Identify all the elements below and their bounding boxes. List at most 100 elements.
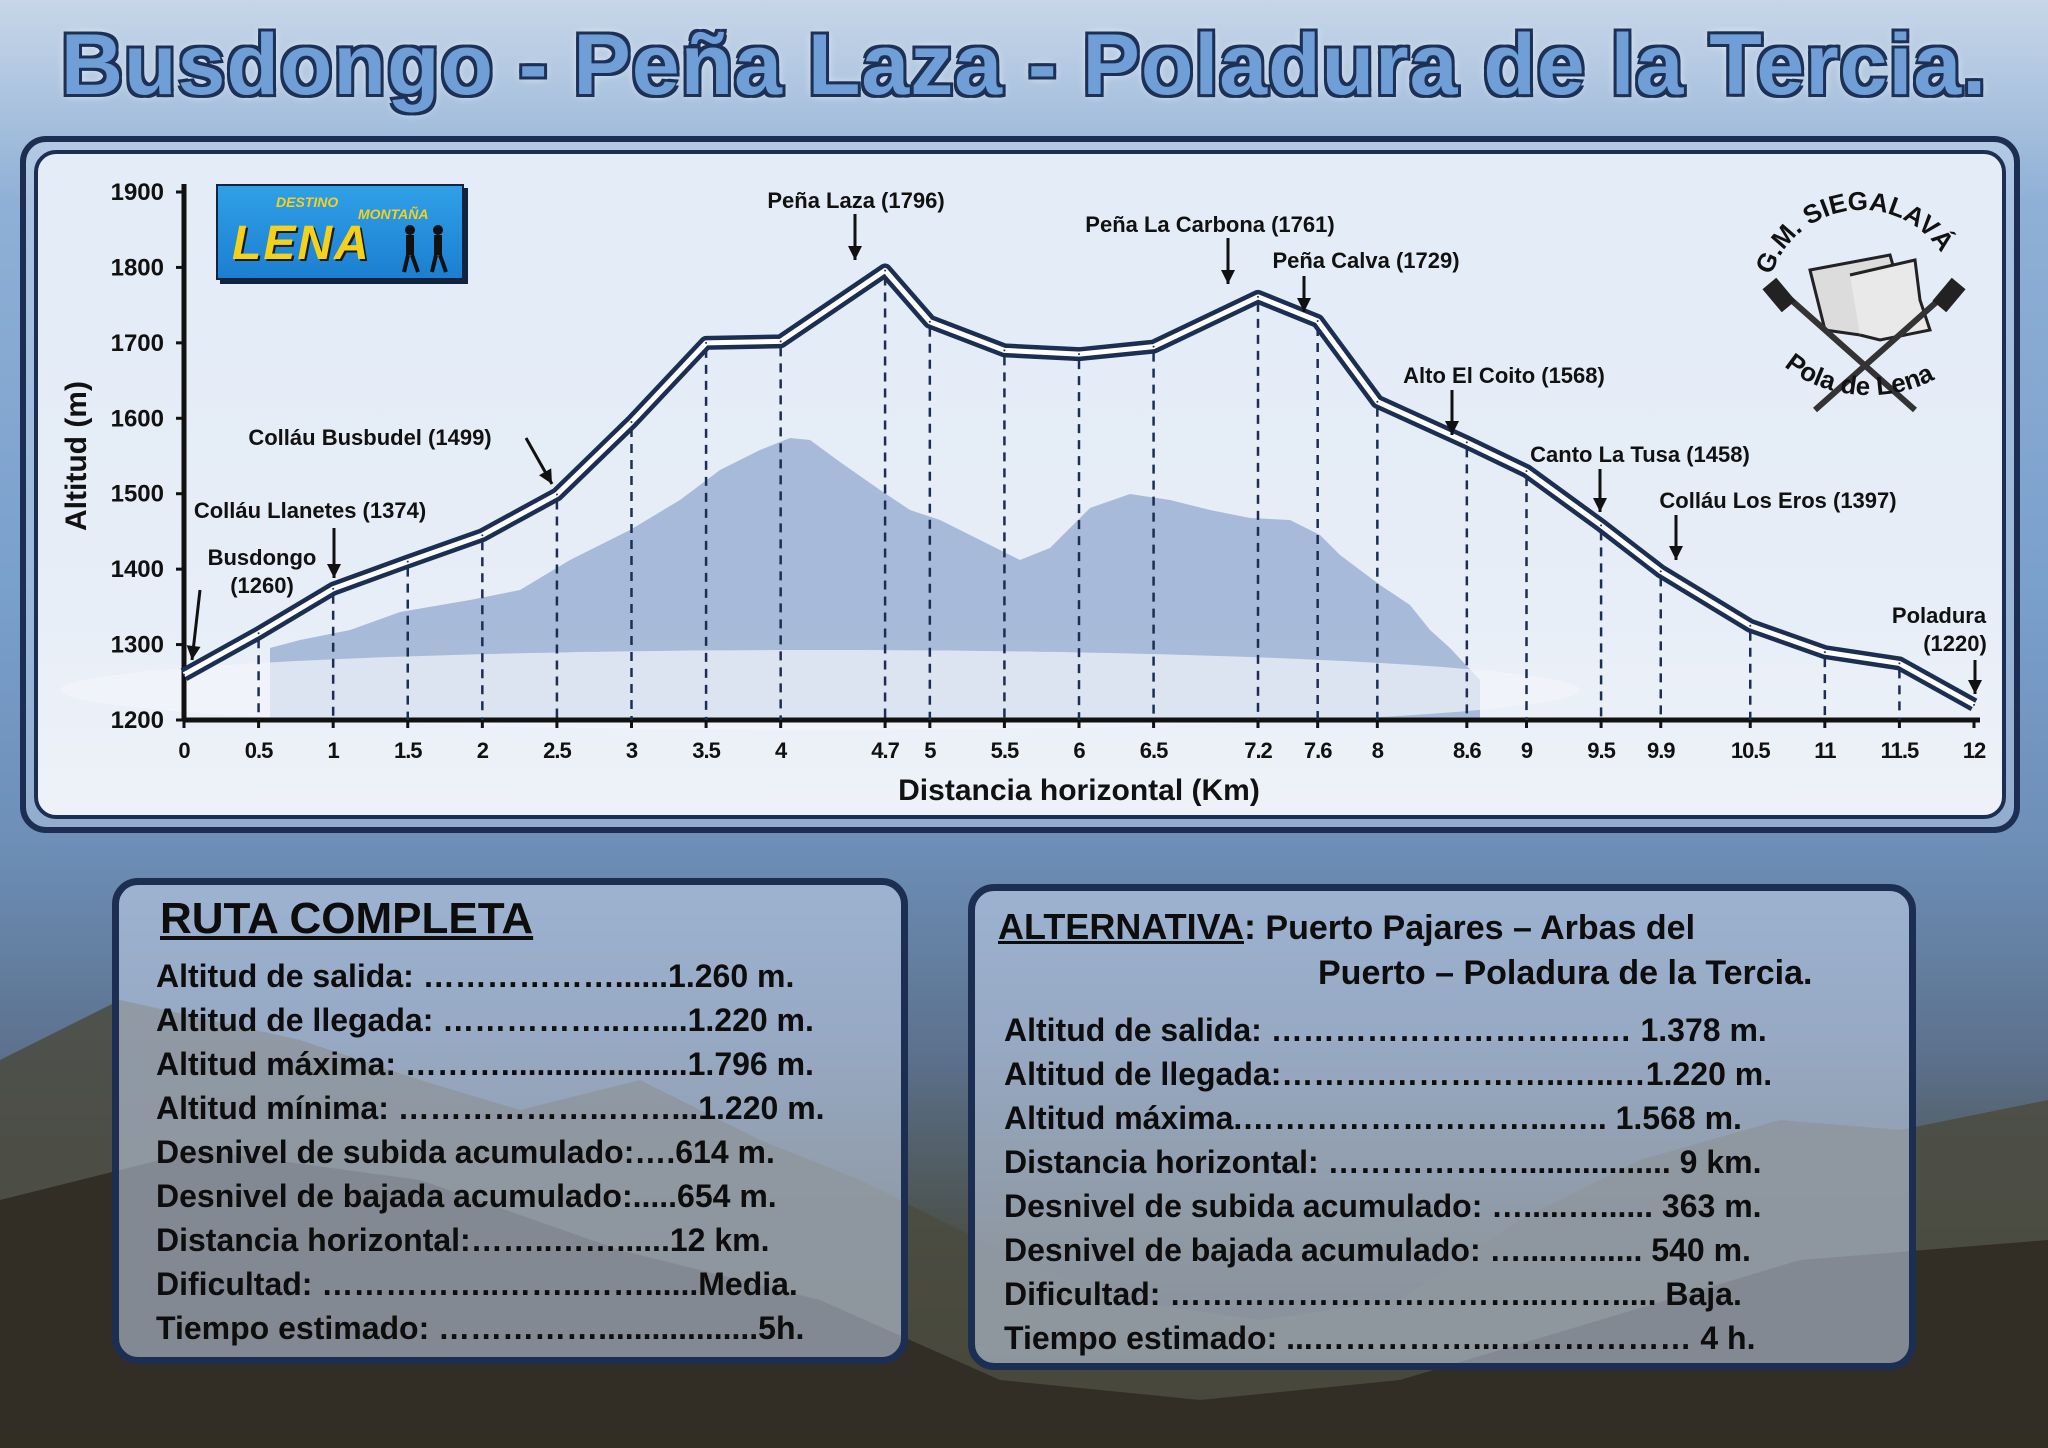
alternativa-row: Altitud de llegada:……….……………..…..…1.220 … xyxy=(1004,1056,1773,1092)
x-tick-label: 1.5 xyxy=(394,738,422,763)
profile-point xyxy=(1078,353,1080,356)
plot-mountain-silhouette xyxy=(270,438,1480,720)
profile-point xyxy=(1749,624,1752,627)
alternativa-row: Altitud de salida: ………………………….… 1.378 m. xyxy=(1004,1012,1767,1048)
profile-point xyxy=(1823,651,1826,654)
x-tick-label: 2.5 xyxy=(543,738,571,763)
annotation-label: Canto La Tusa (1458) xyxy=(1530,442,1750,467)
y-tick-label: 1200 xyxy=(111,707,164,734)
x-tick-label: 7.6 xyxy=(1304,738,1332,763)
annotation-label: Poladura xyxy=(1892,603,1987,628)
x-tick-label: 0.5 xyxy=(245,738,273,763)
profile-point xyxy=(1376,400,1379,403)
ruta-row: Dificultad: ……………..……..……......Media. xyxy=(156,1266,798,1302)
y-tick-label: 1800 xyxy=(111,254,164,281)
x-tick-label: 3 xyxy=(626,738,638,763)
alternativa-row: Tiempo estimado: ...……………...……………… 4 h. xyxy=(1004,1320,1756,1356)
profile-point xyxy=(884,269,887,272)
ruta-row: Tiempo estimado: ……………..................… xyxy=(156,1310,805,1346)
annotation-label: Colláu Llanetes (1374) xyxy=(194,498,426,523)
profile-point xyxy=(1973,703,1975,706)
ruta-completa-title: RUTA COMPLETA xyxy=(160,894,534,943)
profile-point xyxy=(1659,570,1662,573)
ruta-row: Altitud mínima: ………………..……...1.220 m. xyxy=(156,1090,825,1126)
x-tick-label: 11 xyxy=(1814,738,1836,763)
y-axis-label: Altitud (m) xyxy=(60,381,93,531)
lena-logo-top: DESTINO xyxy=(276,194,339,210)
x-tick-label: 2 xyxy=(477,738,489,763)
annotation-sublabel: (1260) xyxy=(230,573,294,598)
alternativa-row: Altitud máxima.………………………...….. 1.568 m. xyxy=(1004,1100,1742,1136)
lena-logo: DESTINO MONTAÑA LENA xyxy=(216,184,464,280)
alternativa-colon: : xyxy=(1243,906,1256,947)
x-tick-label: 8.6 xyxy=(1453,738,1481,763)
y-tick-label: 1500 xyxy=(111,481,164,508)
profile-point xyxy=(1152,345,1155,348)
profile-point xyxy=(555,493,558,496)
hikers-icon xyxy=(402,225,448,273)
annotation-arrowhead xyxy=(327,564,341,578)
annotation-arrowhead xyxy=(1221,270,1235,284)
annotation-label: Colláu Busbudel (1499) xyxy=(248,425,491,450)
y-tick-label: 1400 xyxy=(111,556,164,583)
y-tick-label: 1900 xyxy=(111,179,164,206)
profile-point xyxy=(705,341,708,344)
annotation-arrowhead xyxy=(1297,298,1311,312)
alternativa-heading: ALTERNATIVA: Puerto Pajares – Arbas del xyxy=(998,906,1695,948)
profile-point xyxy=(1257,295,1259,298)
annotation-sublabel: (1220) xyxy=(1923,631,1987,656)
profile-point xyxy=(481,534,484,537)
x-tick-label: 4.7 xyxy=(871,738,899,763)
ruta-completa-panel xyxy=(112,878,908,1364)
annotation-label: Alto El Coito (1568) xyxy=(1403,363,1605,388)
profile-point xyxy=(1465,441,1468,444)
x-tick-label: 3.5 xyxy=(692,738,720,763)
annotation-label: Peña Calva (1729) xyxy=(1272,248,1459,273)
x-tick-label: 5 xyxy=(924,738,936,763)
lena-logo-word: LENA xyxy=(232,217,371,270)
profile-point xyxy=(1600,524,1603,527)
y-tick-label: 1600 xyxy=(111,405,164,432)
annotation-arrowhead xyxy=(186,645,201,660)
siegalava-logo: G.M. SIEGALAVÁ Pola de Lena xyxy=(1749,186,1966,413)
trekking-pole-icon xyxy=(1778,287,1917,413)
profile-point xyxy=(406,560,409,563)
ruta-row: Altitud de llegada: ……………..…....1.220 m. xyxy=(156,1002,814,1038)
alternativa-row: Distancia horizontal: ………………............… xyxy=(1004,1144,1762,1180)
x-tick-label: 6 xyxy=(1073,738,1085,763)
profile-point xyxy=(332,587,335,590)
ruta-row: Altitud máxima: ……….....................… xyxy=(156,1046,814,1082)
lena-logo-right: MONTAÑA xyxy=(358,206,429,222)
x-tick-label: 6.5 xyxy=(1140,738,1168,763)
x-tick-label: 10.5 xyxy=(1731,738,1771,763)
alternativa-row: Desnivel de subida acumulado: ….....…...… xyxy=(1004,1188,1762,1224)
alternativa-panel xyxy=(968,884,1916,1370)
profile-point xyxy=(1898,662,1901,665)
x-tick-label: 9.9 xyxy=(1647,738,1675,763)
annotation-label: Peña La Carbona (1761) xyxy=(1085,212,1334,237)
alternativa-rows: Altitud de salida: ………………………….… 1.378 m.… xyxy=(1004,1008,1772,1360)
profile-point xyxy=(1316,319,1319,322)
alternativa-row: Dificultad: ……………………………...……..... Baja. xyxy=(1004,1276,1742,1312)
annotation-arrowhead xyxy=(848,246,862,260)
x-axis-label: Distancia horizontal (Km) xyxy=(898,774,1260,807)
x-tick-label: 0 xyxy=(178,738,190,763)
x-tick-label: 11.5 xyxy=(1881,738,1919,763)
ruta-row: Distancia horizontal:……..……......12 km. xyxy=(156,1222,770,1258)
profile-point xyxy=(183,673,185,676)
ruta-row: Altitud de salida: ………………......1.260 m. xyxy=(156,958,795,994)
alternativa-row: Desnivel de bajada acumulado: …....…....… xyxy=(1004,1232,1751,1268)
profile-point xyxy=(779,340,782,343)
x-tick-label: 7.2 xyxy=(1244,738,1272,763)
profile-point xyxy=(1525,470,1528,473)
x-tick-label: 5.5 xyxy=(991,738,1019,763)
x-tick-label: 1 xyxy=(328,738,340,763)
x-tick-label: 8 xyxy=(1372,738,1384,763)
profile-point xyxy=(630,421,633,424)
annotation-arrowhead xyxy=(1968,680,1982,694)
ruta-completa-rows: Altitud de salida: ………………......1.260 m. … xyxy=(156,954,825,1350)
profile-point xyxy=(1003,349,1006,352)
annotation-arrowhead xyxy=(1593,498,1607,512)
profile-point xyxy=(257,632,260,635)
